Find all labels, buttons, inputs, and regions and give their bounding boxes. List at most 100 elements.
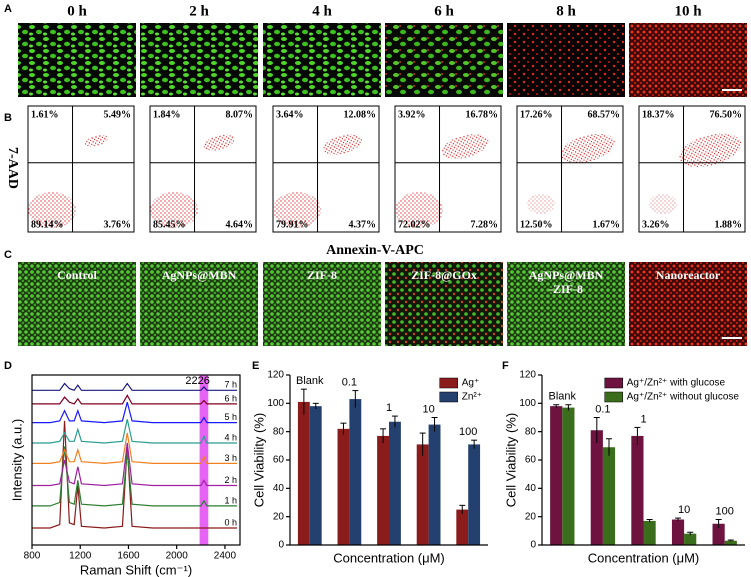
- quadrant-percent: 1.84%: [153, 109, 181, 120]
- spectrum: [32, 402, 237, 424]
- series-label: 6 h: [224, 393, 237, 403]
- y-tick-label: 100: [267, 398, 284, 409]
- bar: [337, 428, 350, 545]
- y-tick-label: 60: [525, 455, 537, 466]
- time-label: 0 h: [67, 3, 87, 19]
- quadrant-percent: 3.26%: [642, 219, 670, 230]
- quadrant-percent: 1.88%: [715, 219, 743, 230]
- cell-cluster: [203, 134, 235, 151]
- cell-cluster: [28, 192, 76, 228]
- legend-swatch: [439, 377, 458, 389]
- plot-frame: [31, 374, 241, 546]
- x-tick-label: 1200: [69, 551, 92, 562]
- legend-label: Ag⁺: [462, 378, 480, 389]
- x-tick-label: 800: [24, 551, 41, 562]
- x-axis-label: Raman Shift (cm⁻¹): [80, 562, 192, 577]
- cell-cluster: [150, 192, 198, 228]
- micrograph: [629, 23, 747, 97]
- legend-label: Ag⁺/Zn²⁺ without glucose: [627, 392, 740, 403]
- cell-cluster: [395, 192, 443, 228]
- treatment-label: Nanoreactor: [656, 268, 721, 282]
- y-axis-label: Intensity (a.u.): [9, 419, 24, 501]
- series-label: 1 h: [224, 495, 237, 505]
- category-label: 1: [386, 402, 392, 414]
- spectrum: [32, 432, 237, 465]
- series-label: 2 h: [224, 475, 237, 485]
- series-label: 7 h: [224, 380, 237, 390]
- y-tick-label: 0: [278, 540, 284, 551]
- bar: [309, 406, 322, 545]
- bar: [712, 523, 725, 545]
- micrograph: [385, 262, 503, 346]
- quadrant-percent: 4.37%: [349, 219, 377, 230]
- cell-cluster: [84, 134, 109, 147]
- series-label: 3 h: [224, 453, 237, 463]
- spectrum: [32, 382, 237, 392]
- bar: [468, 444, 481, 545]
- micrograph: [263, 262, 381, 346]
- bar: [297, 401, 310, 545]
- time-label: 4 h: [312, 3, 332, 19]
- quadrant-percent: 12.50%: [520, 219, 553, 230]
- plot-frame: [516, 105, 624, 233]
- quadrant-percent: 17.26%: [520, 109, 553, 120]
- bar: [602, 447, 616, 545]
- cell-cluster: [560, 133, 615, 163]
- series-label: 0 h: [224, 517, 237, 527]
- panel-label: E: [252, 360, 259, 372]
- time-label: 2 h: [189, 3, 209, 19]
- quadrant-percent: 68.57%: [588, 109, 621, 120]
- micrograph: [140, 23, 258, 97]
- micrograph: [18, 23, 136, 97]
- cell-cluster: [323, 134, 363, 155]
- bar: [428, 424, 441, 545]
- y-tick-label: 120: [267, 370, 284, 381]
- cell-cluster: [441, 134, 489, 159]
- series-label: 5 h: [224, 412, 237, 422]
- x-axis-label: Concentration (μM): [333, 550, 445, 565]
- category-label: Blank: [296, 375, 324, 387]
- bar: [643, 520, 656, 545]
- time-label: 8 h: [556, 3, 576, 19]
- plot-frame: [638, 105, 746, 233]
- spectrum: [32, 420, 237, 529]
- y-axis-label: Cell Viability (%): [251, 413, 266, 507]
- panel-label: D: [4, 360, 12, 372]
- panel-label: C: [4, 249, 12, 261]
- quadrant-percent: 7.28%: [471, 219, 499, 230]
- panel-label: B: [4, 112, 12, 124]
- quadrant-percent: 85.45%: [153, 219, 186, 230]
- spectrum: [32, 446, 237, 507]
- quadrant-percent: 1.67%: [593, 219, 621, 230]
- treatment-label: AgNPs@MBN: [529, 268, 604, 282]
- x-tick-label: 2400: [214, 551, 237, 562]
- y-axis-label: 7-AAD: [5, 147, 20, 189]
- time-label: 10 h: [674, 3, 702, 19]
- category-label: Blank: [549, 391, 577, 403]
- quadrant-percent: 4.64%: [226, 219, 254, 230]
- panel-label: A: [4, 3, 12, 15]
- bar: [389, 421, 401, 545]
- x-tick-label: 1600: [117, 551, 140, 562]
- y-tick-label: 80: [273, 426, 285, 437]
- y-tick-label: 40: [273, 483, 285, 494]
- series-label: 4 h: [224, 432, 237, 442]
- bar: [671, 519, 685, 545]
- micrograph: [140, 262, 258, 346]
- y-tick-label: 100: [519, 398, 536, 409]
- treatment-label: ZIF-8: [307, 268, 337, 282]
- cell-cluster: [678, 133, 742, 168]
- annotation: 2226: [185, 375, 209, 387]
- quadrant-percent: 3.64%: [276, 109, 304, 120]
- treatment-label: -ZIF-8: [549, 282, 583, 296]
- quadrant-percent: 16.78%: [466, 109, 499, 120]
- bar: [456, 509, 469, 545]
- micrograph: [385, 23, 503, 97]
- quadrant-percent: 3.76%: [104, 219, 132, 230]
- bar: [684, 533, 697, 545]
- treatment-label: ZIF-8@GOx: [411, 268, 477, 282]
- quadrant-percent: 1.61%: [31, 109, 59, 120]
- category-label: 0.1: [595, 403, 610, 415]
- y-tick-label: 120: [519, 370, 536, 381]
- bar: [631, 435, 644, 545]
